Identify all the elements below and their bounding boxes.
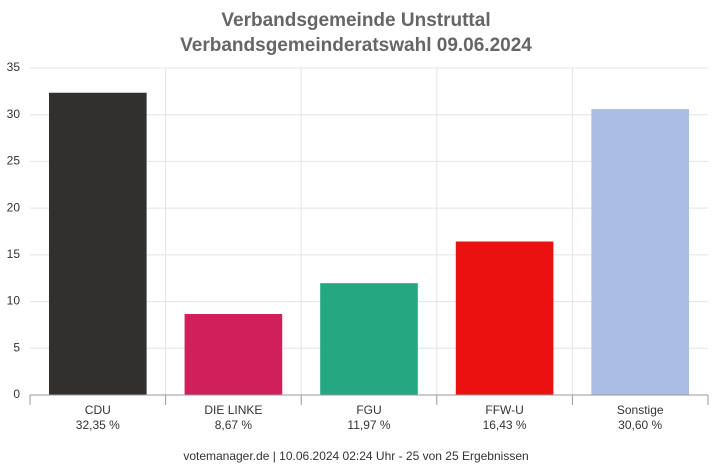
x-tick-label: FGU	[356, 403, 381, 417]
y-tick-label: 5	[13, 340, 20, 354]
x-tick-label: Sonstige	[617, 403, 664, 417]
y-tick-label: 20	[7, 200, 21, 214]
y-tick-label: 15	[7, 247, 21, 261]
x-tick-label: CDU	[85, 403, 111, 417]
x-tick-label: DIE LINKE	[204, 403, 262, 417]
chart-title: Verbandsgemeinde Unstruttal	[221, 10, 490, 31]
chart-subtitle: Verbandsgemeinderatswahl 09.06.2024	[180, 35, 532, 56]
bar	[320, 283, 418, 395]
y-tick-label: 25	[7, 154, 21, 168]
footer: votemanager.de | 10.06.2024 02:24 Uhr - …	[183, 449, 528, 463]
value-label: 8,67 %	[215, 418, 253, 432]
bar	[48, 92, 147, 395]
y-tick-label: 35	[7, 60, 21, 74]
x-tick-label: FFW-U	[485, 403, 523, 417]
y-tick-label: 10	[7, 294, 21, 308]
bar	[591, 109, 690, 395]
value-label: 16,43 %	[483, 418, 527, 432]
value-label: 30,60 %	[618, 418, 662, 432]
bar	[184, 313, 283, 395]
y-tick-label: 30	[7, 107, 21, 121]
value-label: 11,97 %	[347, 418, 390, 432]
bar	[455, 241, 554, 395]
y-tick-label: 0	[13, 387, 20, 401]
value-label: 32,35 %	[76, 418, 120, 432]
